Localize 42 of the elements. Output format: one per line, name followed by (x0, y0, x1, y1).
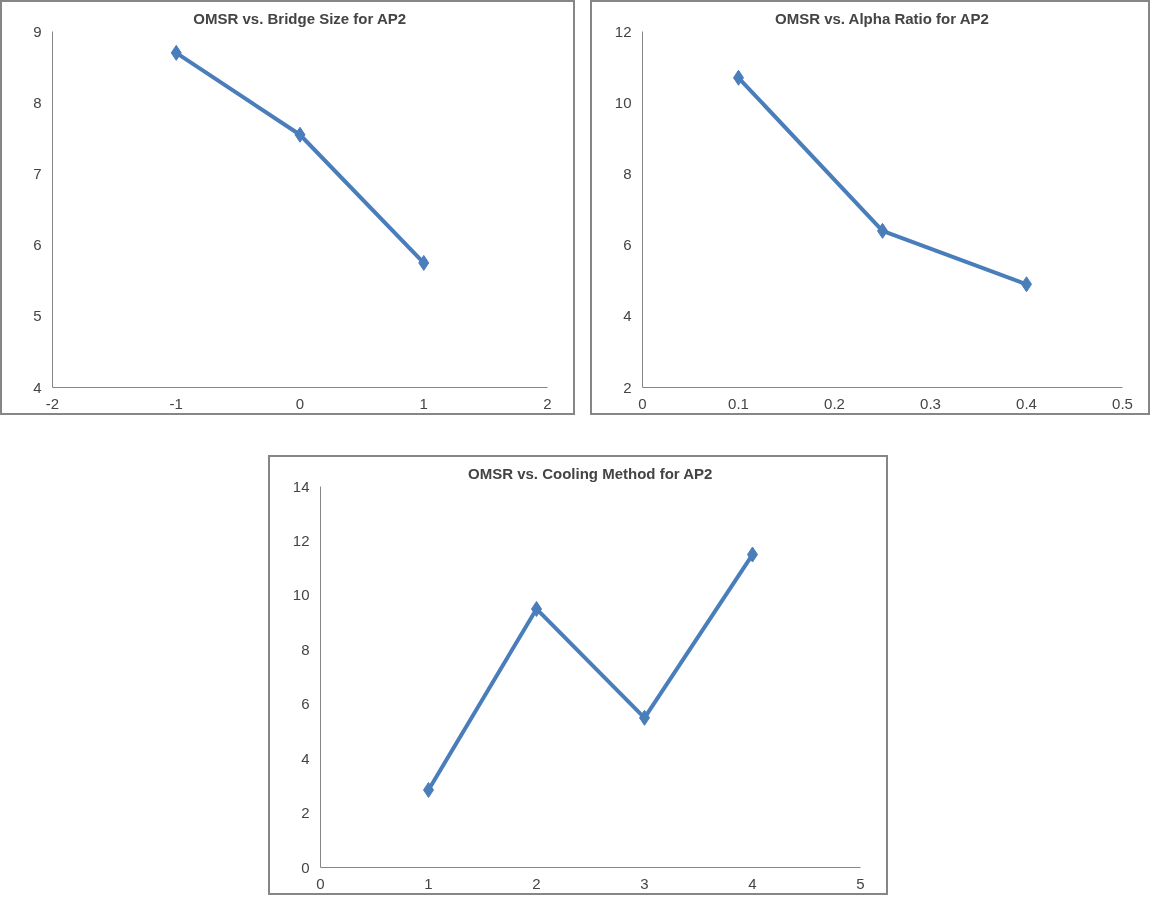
x-tick-label: 0.1 (728, 394, 749, 412)
y-tick-label: 6 (301, 695, 310, 713)
x-tick-label: 0.2 (824, 394, 845, 412)
y-tick-label: 5 (33, 307, 42, 325)
y-tick-label: 12 (292, 531, 310, 549)
x-tick-label: 4 (748, 874, 757, 892)
chart-title: OMSR vs. Bridge Size for AP2 (193, 9, 407, 27)
x-tick-label: 2 (532, 874, 541, 892)
x-tick-label: 0.5 (1112, 394, 1133, 412)
y-tick-label: 0 (301, 858, 310, 876)
chart-title: OMSR vs. Alpha Ratio for AP2 (774, 9, 989, 27)
x-tick-label: 1 (424, 874, 433, 892)
y-tick-label: 10 (614, 93, 632, 111)
y-tick-label: 2 (301, 804, 310, 822)
x-tick-label: 1 (419, 394, 428, 412)
x-tick-label: -1 (169, 394, 183, 412)
y-tick-label: 9 (33, 22, 42, 40)
y-tick-label: 14 (292, 477, 310, 495)
x-tick-label: 0.3 (920, 394, 941, 412)
point (418, 254, 430, 271)
y-tick-label: 8 (33, 93, 42, 111)
y-tick-label: 6 (623, 236, 632, 254)
y-tick-label: 2 (623, 378, 632, 396)
y-tick-label: 4 (33, 378, 42, 396)
y-tick-label: 8 (301, 640, 310, 658)
y-tick-label: 8 (623, 164, 632, 182)
x-tick-label: 0 (316, 874, 325, 892)
point (294, 126, 306, 143)
point (170, 44, 182, 61)
x-tick-label: 0.4 (1016, 394, 1037, 412)
chart-title: OMSR vs. Cooling Method for AP2 (468, 464, 713, 482)
y-tick-label: 6 (33, 236, 42, 254)
y-tick-label: 4 (623, 307, 632, 325)
x-tick-label: 3 (640, 874, 649, 892)
y-tick-label: 10 (292, 586, 310, 604)
y-tick-label: 12 (614, 22, 632, 40)
x-tick-label: 2 (543, 394, 552, 412)
x-tick-label: -2 (45, 394, 60, 412)
y-tick-label: 4 (301, 749, 310, 767)
x-tick-label: 0 (638, 394, 647, 412)
x-tick-label: 5 (856, 874, 865, 892)
y-tick-label: 7 (33, 164, 42, 182)
